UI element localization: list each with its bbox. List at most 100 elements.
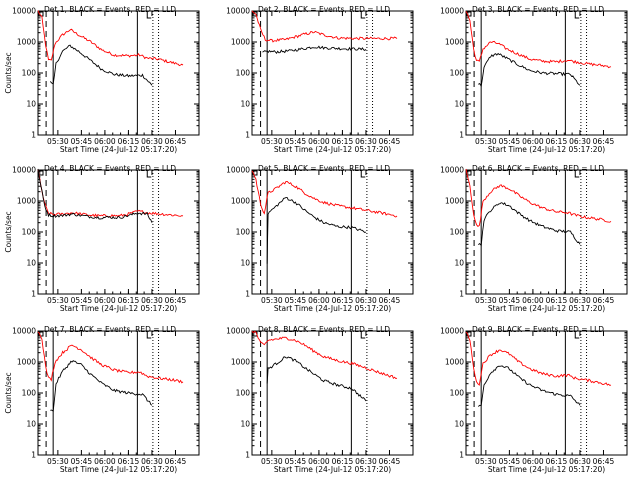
- y-tick-label: 1: [245, 290, 250, 299]
- y-tick-label: 100: [22, 389, 37, 398]
- series-line: [37, 168, 153, 223]
- y-tick-label: 10: [26, 420, 36, 429]
- series-line: [251, 330, 398, 380]
- panel-det-4: 1 10 100 1000 10000 05:30 05:45 06:00 06:15 06:30…: [4, 164, 200, 313]
- y-tick-label: 100: [236, 69, 251, 78]
- x-axis-label: Start Time (24-Jul-12 05:17:20): [274, 465, 391, 474]
- series-line: [465, 11, 612, 69]
- x-tick-label: 05:30: [261, 296, 283, 305]
- y-tick-label: 1000: [17, 358, 36, 367]
- x-tick-label: 06:00: [522, 457, 544, 466]
- x-tick-label: 06:30: [141, 137, 163, 146]
- plot-frame: [465, 330, 628, 456]
- x-tick-label: 06:15: [546, 137, 568, 146]
- panel-det-9: 1 10 100 1000 10000 05:30 05:45 06:00 06:15 06:30…: [440, 325, 628, 474]
- panel-title: Det 5, BLACK = Events, RED = LLD: [258, 164, 390, 173]
- x-tick-label: 06:00: [94, 457, 116, 466]
- x-axis-label: Start Time (24-Jul-12 05:17:20): [274, 304, 391, 313]
- series-line: [49, 44, 153, 86]
- series-line: [478, 52, 581, 88]
- x-tick-label: 06:45: [379, 457, 401, 466]
- x-tick-label: 05:45: [285, 137, 307, 146]
- series-line: [262, 45, 367, 54]
- panel-title: Det 8, BLACK = Events, RED = LLD: [258, 325, 390, 334]
- x-tick-label: 06:30: [355, 457, 377, 466]
- series-line: [37, 10, 184, 67]
- y-tick-label: 100: [450, 69, 465, 78]
- x-axis-label: Start Time (24-Jul-12 05:17:20): [488, 304, 605, 313]
- x-tick-label: 06:00: [94, 296, 116, 305]
- y-tick-label: 10: [454, 100, 464, 109]
- corner-marker: [574, 171, 580, 178]
- corner-marker: [360, 171, 366, 178]
- y-tick-label: 10000: [226, 327, 250, 336]
- y-tick-label: 1000: [231, 38, 250, 47]
- x-tick-label: 06:00: [308, 296, 330, 305]
- y-tick-label: 1000: [17, 197, 36, 206]
- corner-marker: [252, 11, 258, 17]
- x-tick-label: 06:45: [379, 137, 401, 146]
- x-tick-label: 05:45: [499, 457, 521, 466]
- x-tick-label: 05:45: [285, 457, 307, 466]
- y-tick-label: 10: [26, 100, 36, 109]
- x-tick-label: 06:30: [141, 457, 163, 466]
- y-tick-label: 10000: [12, 327, 36, 336]
- y-tick-label: 10: [454, 259, 464, 268]
- x-tick-label: 05:30: [475, 296, 497, 305]
- x-tick-label: 06:30: [355, 296, 377, 305]
- panel-title: Det 1, BLACK = Events, RED = LLD: [44, 5, 176, 14]
- series-line: [50, 360, 153, 412]
- panel-det-2: 1 10 100 1000 10000 05:30 05:45 06:00 06:15 06:30…: [226, 5, 414, 154]
- x-tick-label: 05:45: [285, 296, 307, 305]
- y-tick-label: 1: [31, 131, 36, 140]
- x-tick-label: 05:45: [71, 296, 93, 305]
- y-tick-label: 1: [459, 290, 464, 299]
- y-tick-label: 1: [459, 451, 464, 460]
- x-axis-label: Start Time (24-Jul-12 05:17:20): [488, 465, 605, 474]
- panel-det-1: 1 10 100 1000 10000 05:30 05:45 06:00 06:15 06:30…: [4, 5, 200, 154]
- x-tick-label: 05:45: [71, 457, 93, 466]
- panel-det-5: 1 10 100 1000 10000 05:30 05:45 06:00 06:15 06:30…: [226, 164, 414, 313]
- series-line: [465, 331, 612, 386]
- y-axis-label: Counts/sec: [4, 52, 13, 93]
- panel-title: Det 9, BLACK = Events, RED = LLD: [472, 325, 604, 334]
- plot-frame: [251, 169, 414, 295]
- panel-title: Det 7, BLACK = Events, RED = LLD: [44, 325, 176, 334]
- x-tick-label: 06:45: [165, 137, 187, 146]
- x-tick-label: 05:30: [475, 457, 497, 466]
- x-axis-label: Start Time (24-Jul-12 05:17:20): [60, 465, 177, 474]
- x-tick-label: 06:15: [118, 137, 140, 146]
- x-tick-label: 05:30: [47, 137, 69, 146]
- x-tick-label: 06:30: [569, 137, 591, 146]
- y-tick-label: 100: [450, 389, 465, 398]
- y-tick-label: 1: [245, 131, 250, 140]
- y-tick-label: 1: [31, 451, 36, 460]
- corner-marker: [146, 332, 152, 339]
- corner-marker: [574, 332, 580, 339]
- panel-title: Det 2, BLACK = Events, RED = LLD: [258, 5, 390, 14]
- x-tick-label: 06:00: [94, 137, 116, 146]
- y-tick-label: 100: [22, 69, 37, 78]
- y-tick-label: 10000: [226, 7, 250, 16]
- x-axis-label: Start Time (24-Jul-12 05:17:20): [60, 304, 177, 313]
- x-tick-label: 05:30: [47, 296, 69, 305]
- y-tick-label: 10: [454, 420, 464, 429]
- x-tick-label: 05:45: [499, 137, 521, 146]
- panel-title: Det 6, BLACK = Events, RED = LLD: [472, 164, 604, 173]
- y-tick-label: 10000: [226, 166, 250, 175]
- y-axis-label: Counts/sec: [4, 211, 13, 252]
- x-tick-label: 06:15: [332, 457, 354, 466]
- y-tick-label: 100: [236, 389, 251, 398]
- x-tick-label: 05:45: [71, 137, 93, 146]
- y-tick-label: 10: [26, 259, 36, 268]
- x-tick-label: 06:15: [118, 457, 140, 466]
- x-tick-label: 06:30: [355, 137, 377, 146]
- x-tick-label: 06:45: [593, 457, 615, 466]
- plot-frame: [37, 169, 200, 295]
- series-line: [251, 170, 398, 218]
- x-tick-label: 05:30: [261, 137, 283, 146]
- series-line: [37, 331, 184, 384]
- y-tick-label: 100: [22, 228, 37, 237]
- x-tick-label: 06:30: [569, 457, 591, 466]
